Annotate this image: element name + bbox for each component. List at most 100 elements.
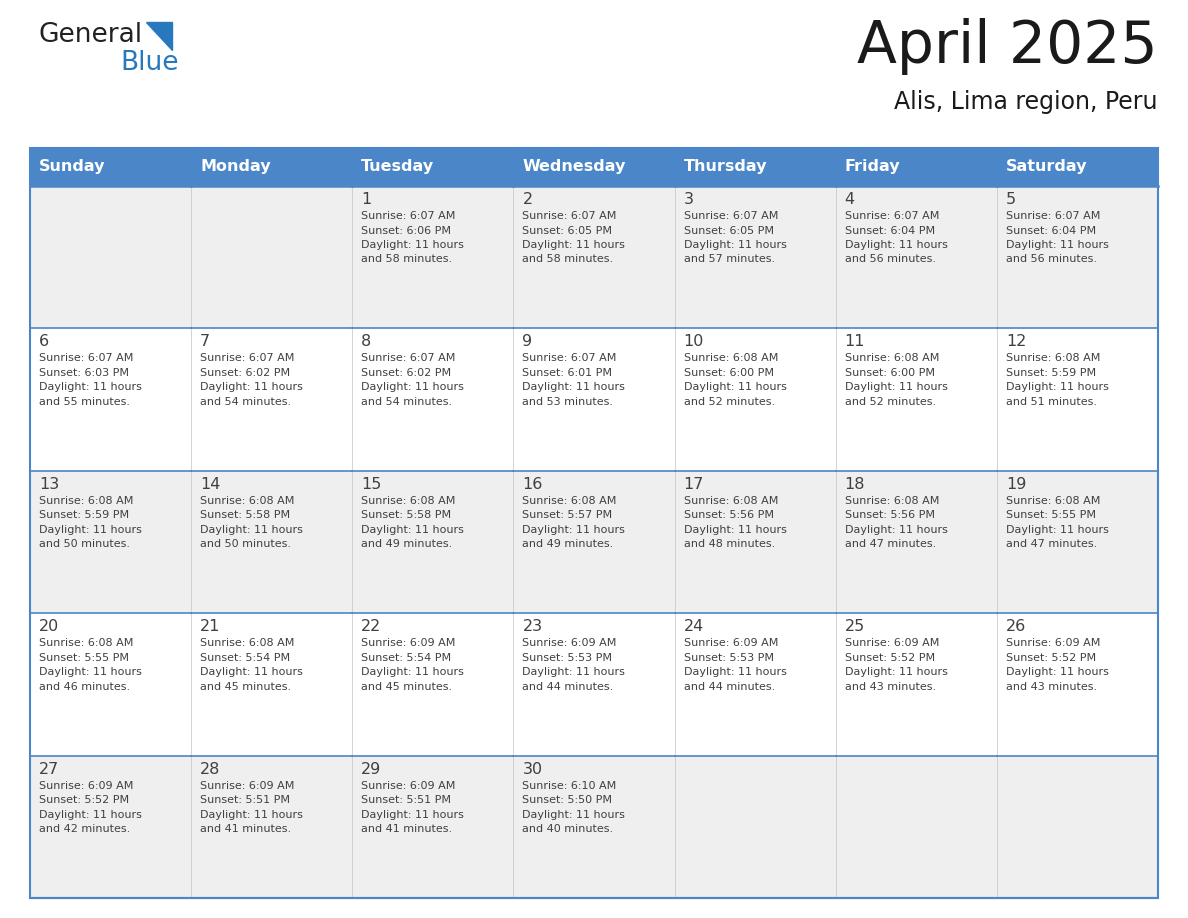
Text: and 44 minutes.: and 44 minutes. [683,682,775,691]
Text: 12: 12 [1006,334,1026,350]
Bar [675,329,835,471]
Text: Sunset: 5:52 PM: Sunset: 5:52 PM [845,653,935,663]
Text: Daylight: 11 hours: Daylight: 11 hours [361,525,465,535]
Text: Daylight: 11 hours: Daylight: 11 hours [361,383,465,392]
Text: 14: 14 [200,476,221,492]
Bar [513,613,675,756]
Bar [997,471,1158,613]
Text: and 47 minutes.: and 47 minutes. [1006,539,1097,549]
Text: Daylight: 11 hours: Daylight: 11 hours [683,383,786,392]
Bar [513,148,675,186]
Text: Sunset: 5:57 PM: Sunset: 5:57 PM [523,510,613,521]
Text: 5: 5 [1006,192,1016,207]
Text: 28: 28 [200,762,221,777]
Text: Sunset: 5:54 PM: Sunset: 5:54 PM [361,653,451,663]
Bar [353,613,513,756]
Text: Sunset: 6:04 PM: Sunset: 6:04 PM [1006,226,1097,236]
Text: Daylight: 11 hours: Daylight: 11 hours [523,383,625,392]
Text: Sunrise: 6:09 AM: Sunrise: 6:09 AM [683,638,778,648]
Text: Sunrise: 6:08 AM: Sunrise: 6:08 AM [361,496,456,506]
Text: Sunset: 5:56 PM: Sunset: 5:56 PM [683,510,773,521]
Text: and 43 minutes.: and 43 minutes. [845,682,936,691]
Text: Daylight: 11 hours: Daylight: 11 hours [39,667,141,677]
Text: 18: 18 [845,476,865,492]
Text: and 40 minutes.: and 40 minutes. [523,824,613,834]
Bar [997,613,1158,756]
Text: Wednesday: Wednesday [523,160,626,174]
Text: and 45 minutes.: and 45 minutes. [200,682,291,691]
Text: Daylight: 11 hours: Daylight: 11 hours [523,240,625,250]
Bar [30,471,191,613]
Text: 4: 4 [845,192,855,207]
Bar [513,756,675,898]
Text: 8: 8 [361,334,372,350]
Text: Sunset: 5:54 PM: Sunset: 5:54 PM [200,653,290,663]
Bar [30,756,191,898]
Bar [513,186,675,329]
Bar [30,186,191,329]
Text: Sunset: 5:51 PM: Sunset: 5:51 PM [361,795,451,805]
Text: Sunset: 5:59 PM: Sunset: 5:59 PM [39,510,129,521]
Bar [675,613,835,756]
Text: 11: 11 [845,334,865,350]
Text: Daylight: 11 hours: Daylight: 11 hours [683,667,786,677]
Text: Sunrise: 6:08 AM: Sunrise: 6:08 AM [200,496,295,506]
Text: Sunset: 5:58 PM: Sunset: 5:58 PM [361,510,451,521]
Text: Daylight: 11 hours: Daylight: 11 hours [1006,240,1108,250]
Text: and 56 minutes.: and 56 minutes. [845,254,936,264]
Text: Sunset: 5:51 PM: Sunset: 5:51 PM [200,795,290,805]
Text: Sunrise: 6:07 AM: Sunrise: 6:07 AM [200,353,295,364]
Bar [30,613,191,756]
Bar [513,471,675,613]
Text: and 49 minutes.: and 49 minutes. [523,539,614,549]
Text: Daylight: 11 hours: Daylight: 11 hours [361,667,465,677]
Text: and 55 minutes.: and 55 minutes. [39,397,129,407]
Bar [835,613,997,756]
Text: Daylight: 11 hours: Daylight: 11 hours [845,383,948,392]
Text: 1: 1 [361,192,372,207]
Text: 16: 16 [523,476,543,492]
Bar [835,148,997,186]
Bar [353,471,513,613]
Bar [353,756,513,898]
Text: 29: 29 [361,762,381,777]
Text: Sunrise: 6:07 AM: Sunrise: 6:07 AM [845,211,939,221]
Text: Daylight: 11 hours: Daylight: 11 hours [523,525,625,535]
Text: April 2025: April 2025 [858,18,1158,75]
Bar [191,613,353,756]
Text: Sunrise: 6:08 AM: Sunrise: 6:08 AM [39,496,133,506]
Text: Sunset: 5:52 PM: Sunset: 5:52 PM [1006,653,1097,663]
Bar [30,148,191,186]
Text: Sunrise: 6:07 AM: Sunrise: 6:07 AM [683,211,778,221]
Text: 9: 9 [523,334,532,350]
Text: Sunrise: 6:09 AM: Sunrise: 6:09 AM [1006,638,1100,648]
Text: Sunset: 6:04 PM: Sunset: 6:04 PM [845,226,935,236]
Text: 13: 13 [39,476,59,492]
Text: Sunrise: 6:08 AM: Sunrise: 6:08 AM [39,638,133,648]
Text: 21: 21 [200,620,221,634]
Text: Sunrise: 6:08 AM: Sunrise: 6:08 AM [1006,496,1100,506]
Text: Daylight: 11 hours: Daylight: 11 hours [845,240,948,250]
Text: Sunrise: 6:07 AM: Sunrise: 6:07 AM [361,211,456,221]
Bar [997,148,1158,186]
Bar [353,148,513,186]
Text: 19: 19 [1006,476,1026,492]
Text: Daylight: 11 hours: Daylight: 11 hours [1006,667,1108,677]
Bar [675,471,835,613]
Text: Sunrise: 6:07 AM: Sunrise: 6:07 AM [523,211,617,221]
Text: Sunset: 5:55 PM: Sunset: 5:55 PM [39,653,129,663]
Bar [513,329,675,471]
Text: Sunset: 5:58 PM: Sunset: 5:58 PM [200,510,290,521]
Text: Daylight: 11 hours: Daylight: 11 hours [200,810,303,820]
Text: Sunrise: 6:09 AM: Sunrise: 6:09 AM [523,638,617,648]
Text: Daylight: 11 hours: Daylight: 11 hours [200,383,303,392]
Text: 20: 20 [39,620,59,634]
Bar [997,756,1158,898]
Text: 26: 26 [1006,620,1026,634]
Text: Sunset: 5:52 PM: Sunset: 5:52 PM [39,795,129,805]
Bar [675,756,835,898]
Text: Daylight: 11 hours: Daylight: 11 hours [523,810,625,820]
Text: Sunset: 6:05 PM: Sunset: 6:05 PM [523,226,613,236]
Text: and 48 minutes.: and 48 minutes. [683,539,775,549]
Text: and 52 minutes.: and 52 minutes. [845,397,936,407]
